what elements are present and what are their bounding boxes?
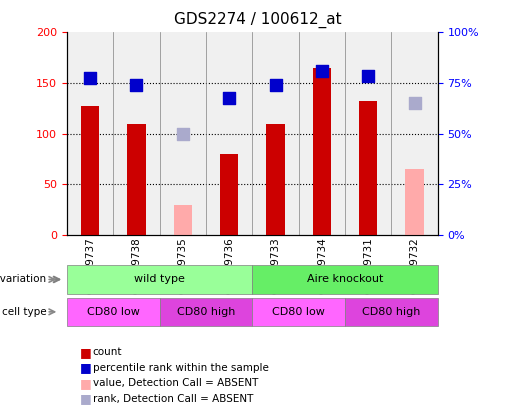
Point	[86, 75, 94, 81]
Point	[318, 68, 326, 74]
Text: ■: ■	[80, 346, 92, 359]
Text: genotype/variation: genotype/variation	[0, 275, 46, 284]
Text: GDS2274 / 100612_at: GDS2274 / 100612_at	[174, 12, 341, 28]
Text: Aire knockout: Aire knockout	[307, 275, 383, 284]
Bar	[266, 124, 285, 235]
Bar	[299, 32, 345, 235]
Text: ■: ■	[80, 377, 92, 390]
Bar	[206, 32, 252, 235]
Bar	[81, 107, 99, 235]
Text: CD80 high: CD80 high	[362, 307, 421, 317]
Bar	[313, 68, 331, 235]
Text: count: count	[93, 347, 122, 357]
Text: percentile rank within the sample: percentile rank within the sample	[93, 363, 269, 373]
Point	[179, 130, 187, 137]
Text: wild type: wild type	[134, 275, 185, 284]
Text: CD80 low: CD80 low	[87, 307, 140, 317]
Bar	[174, 205, 192, 235]
Bar	[405, 169, 424, 235]
Bar	[391, 32, 438, 235]
Text: CD80 low: CD80 low	[272, 307, 325, 317]
Bar	[345, 32, 391, 235]
Text: ■: ■	[80, 361, 92, 374]
Bar	[160, 32, 206, 235]
Text: CD80 high: CD80 high	[177, 307, 235, 317]
Bar	[127, 124, 146, 235]
Point	[225, 95, 233, 101]
Point	[364, 73, 372, 79]
Point	[271, 82, 280, 88]
Text: ■: ■	[80, 392, 92, 405]
Bar	[113, 32, 160, 235]
Point	[132, 82, 141, 88]
Point	[410, 100, 419, 107]
Text: rank, Detection Call = ABSENT: rank, Detection Call = ABSENT	[93, 394, 253, 403]
Text: value, Detection Call = ABSENT: value, Detection Call = ABSENT	[93, 378, 258, 388]
Bar	[252, 32, 299, 235]
Bar	[67, 32, 113, 235]
Bar	[220, 154, 238, 235]
Text: cell type: cell type	[2, 307, 46, 317]
Bar	[359, 101, 377, 235]
